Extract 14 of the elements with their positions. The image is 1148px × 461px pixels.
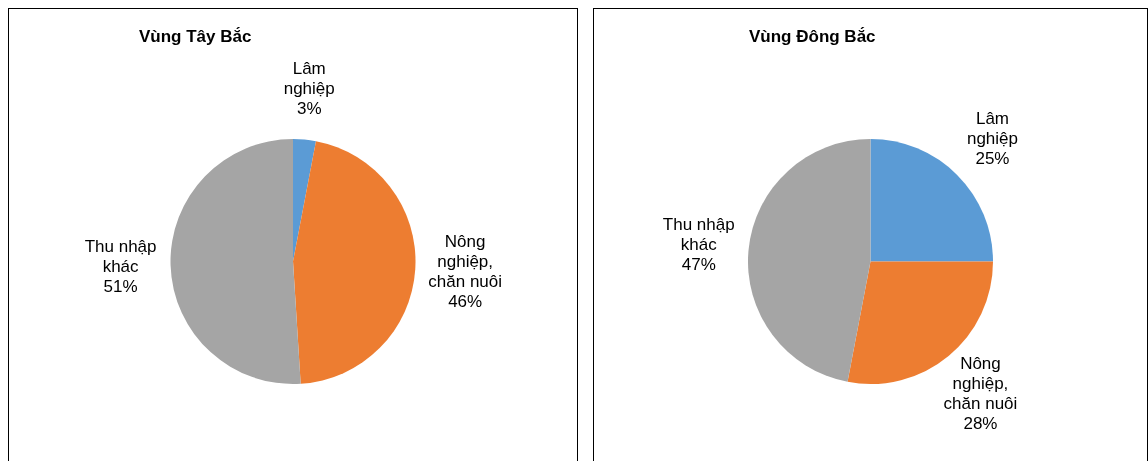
data-label: 25%	[975, 149, 1010, 169]
data-label: 3%	[296, 99, 322, 119]
chart-title: Vùng Đông Bắc	[749, 27, 876, 47]
chart-title: Vùng Tây Bắc	[139, 27, 252, 47]
data-label: 46%	[448, 292, 483, 312]
slice-label: Nông nghiệp, chăn nuôi	[428, 232, 503, 292]
data-label: 28%	[963, 414, 998, 434]
slice-label: Lâm nghiệp	[966, 109, 1019, 149]
data-label: 47%	[681, 254, 716, 274]
slice-label: Thu nhập khác	[662, 214, 735, 254]
slice-label: Lâm nghiệp	[283, 59, 335, 99]
slice-label: Nông nghiệp, chăn nuôi	[943, 354, 1018, 414]
slice-label: Thu nhập khác	[84, 236, 157, 276]
data-label: 51%	[103, 276, 138, 296]
